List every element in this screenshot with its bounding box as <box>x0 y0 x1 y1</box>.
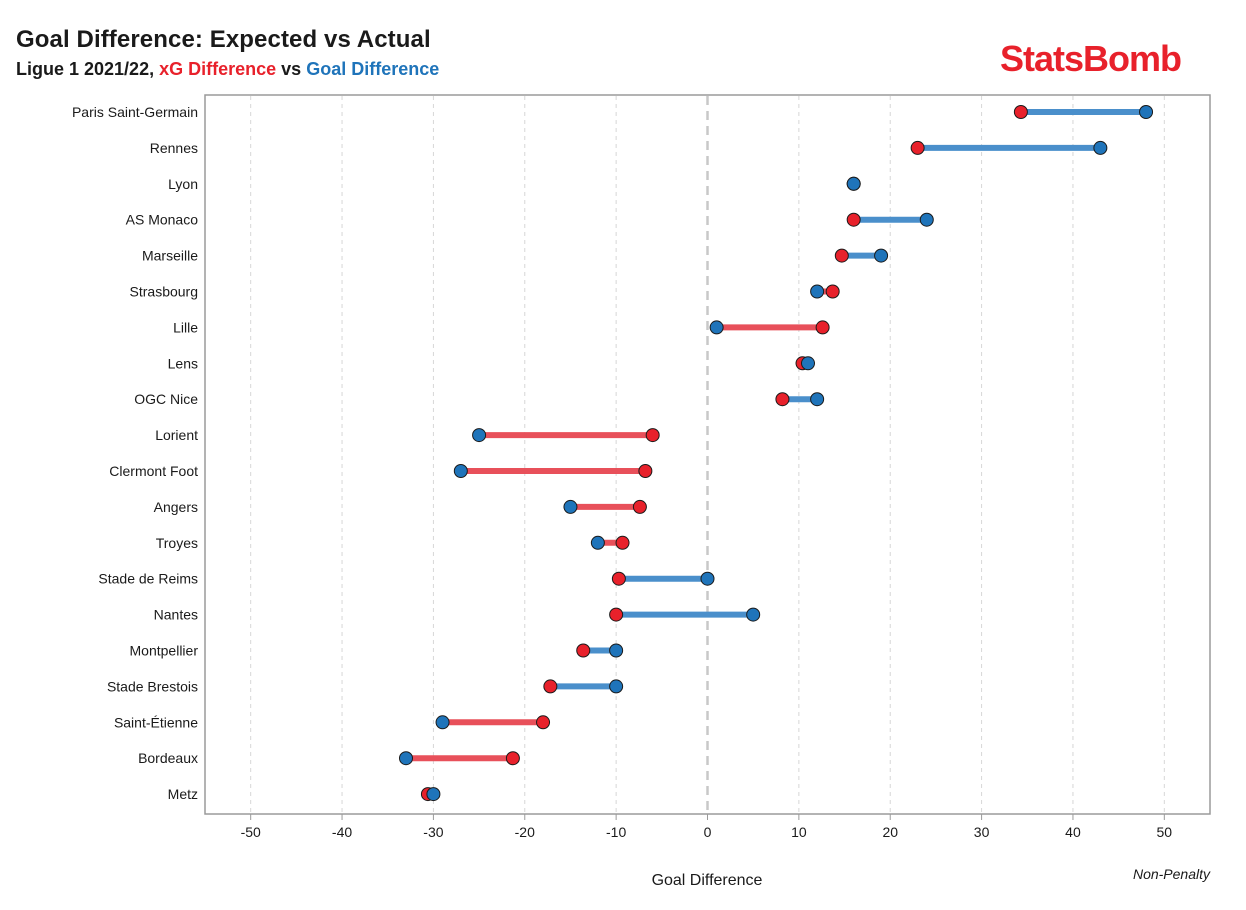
grid <box>250 96 1165 813</box>
goal-diff-point <box>874 248 889 263</box>
xg-diff-point <box>632 499 647 514</box>
xg-diff-point <box>638 464 653 478</box>
goal-diff-point <box>399 751 413 766</box>
x-tick-label: -30 <box>423 824 443 840</box>
xg-diff-point <box>505 751 520 766</box>
goal-diff-point <box>700 571 715 586</box>
subtitle-prefix: Ligue 1 2021/22, <box>16 59 155 79</box>
x-tick-label: 40 <box>1065 824 1081 840</box>
x-tick-label: 30 <box>974 824 990 840</box>
team-label: AS Monaco <box>126 212 199 228</box>
x-tick-label: 10 <box>791 824 807 840</box>
goal-diff-point <box>609 679 624 694</box>
xg-diff-point <box>543 679 558 694</box>
xg-diff-point <box>834 248 849 263</box>
x-tick-label: -20 <box>515 824 535 840</box>
dots <box>399 105 1154 802</box>
goal-diff-point <box>810 284 825 299</box>
x-tick-label: 20 <box>882 824 898 840</box>
subtitle-vs: vs <box>281 59 302 79</box>
xg-diff-point <box>910 140 925 155</box>
x-axis-labels: -50 -40 -30 -20 -10 0 10 20 30 40 50 <box>241 814 1173 840</box>
xg-diff-point <box>611 571 626 586</box>
team-label: Angers <box>154 499 198 515</box>
xg-diff-point <box>815 320 830 335</box>
xg-diff-point <box>775 392 790 407</box>
team-label: Clermont Foot <box>109 463 198 479</box>
y-axis-labels: Paris Saint-Germain Rennes Lyon AS Monaco Ma… <box>72 104 198 802</box>
team-label: Montpellier <box>130 643 199 659</box>
goal-diff-point <box>1093 140 1108 155</box>
team-label: Lorient <box>155 427 198 443</box>
goal-diff-point <box>590 535 605 550</box>
team-label: Stade de Reims <box>98 571 198 587</box>
team-label: Troyes <box>156 535 198 551</box>
team-label: Lyon <box>168 176 198 192</box>
chart-subtitle: Ligue 1 2021/22, xG Difference vs Goal D… <box>16 59 439 80</box>
goal-diff-point <box>435 715 450 730</box>
chart-title: Goal Difference: Expected vs Actual <box>16 26 431 53</box>
goal-diff-point <box>426 787 441 802</box>
team-label: Saint-Étienne <box>114 714 198 730</box>
xg-diff-point <box>576 643 591 658</box>
x-tick-label: -50 <box>241 824 261 840</box>
x-axis-title: Goal Difference <box>652 872 763 889</box>
team-label: Lille <box>173 319 198 335</box>
xg-diff-point <box>846 212 861 227</box>
goal-diff-point <box>1139 105 1154 119</box>
goal-diff-point <box>846 176 861 191</box>
xg-diff-point <box>825 284 840 299</box>
team-label: Stade Brestois <box>107 678 198 694</box>
team-label: Paris Saint-Germain <box>72 104 198 120</box>
team-label: Rennes <box>150 140 198 156</box>
team-label: Strasbourg <box>130 284 198 300</box>
team-label: OGC Nice <box>134 391 198 407</box>
goal-diff-point <box>919 212 934 227</box>
x-tick-label: 50 <box>1157 824 1173 840</box>
footnote: Non-Penalty <box>1132 866 1210 882</box>
team-label: Nantes <box>154 607 198 623</box>
goal-diff-point <box>453 464 468 478</box>
xg-diff-point <box>1013 105 1028 119</box>
statsbomb-logo: StatsBomb <box>1000 38 1182 79</box>
x-tick-label: -10 <box>606 824 626 840</box>
goal-diff-point <box>746 607 761 622</box>
x-tick-label: -40 <box>332 824 352 840</box>
xg-diff-point <box>615 535 630 550</box>
team-label: Metz <box>168 786 198 802</box>
team-label: Bordeaux <box>138 750 198 766</box>
xg-diff-point <box>536 715 551 730</box>
subtitle-xg-label: xG Difference <box>159 59 277 79</box>
xg-diff-point <box>645 428 660 443</box>
bars <box>406 109 1147 798</box>
goal-diff-point <box>810 392 825 407</box>
goal-diff-point <box>563 499 578 514</box>
subtitle-gd-label: Goal Difference <box>306 59 440 79</box>
goal-diff-point <box>709 320 724 335</box>
goal-diff-point <box>472 428 487 443</box>
xg-diff-point <box>609 607 624 622</box>
goal-diff-point <box>609 643 624 658</box>
goal-diff-point <box>801 356 815 371</box>
team-label: Marseille <box>142 248 198 264</box>
x-tick-label: 0 <box>704 824 712 840</box>
team-label: Lens <box>168 355 198 371</box>
